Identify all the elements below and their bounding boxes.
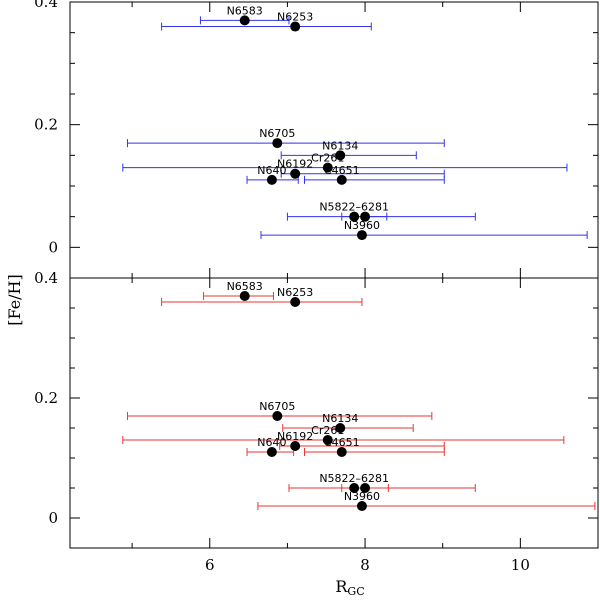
point-label-bottom-IC4651: C4651	[324, 436, 360, 449]
point-label-bottom-N6705: N6705	[259, 400, 295, 413]
point-label-bottom-N6253: N6253	[277, 286, 313, 299]
y-tick-label-bottom-0.2: 0.2	[34, 389, 58, 407]
point-label-top-IC4651: C4651	[324, 164, 360, 177]
point-top-N5822	[349, 211, 360, 222]
point-bottom-N6583	[239, 291, 250, 301]
x-tick-label-10: 10	[511, 556, 530, 574]
point-label-bottom-Cr261: Cr261	[311, 424, 344, 437]
error-bar-bottom-N6253	[161, 298, 363, 306]
y-tick-label-bottom-0: 0	[48, 509, 58, 527]
point-label-top-N6134: N6134	[322, 139, 358, 152]
point-top-N6705	[272, 138, 283, 149]
x-axis-label: RGC	[335, 577, 364, 598]
error-bar-bottom-Cr261	[122, 436, 565, 444]
point-bottom-N6134	[335, 423, 346, 433]
point-label-bottom-N6192: N6192	[277, 430, 313, 443]
point-label-top-N5822: N5822–6281	[319, 201, 389, 214]
point-label-bottom-N5822: N5822–6281	[319, 472, 389, 485]
data-points	[239, 15, 371, 511]
y-axis-label: [Fe/H]	[5, 274, 24, 326]
error-bar-top-Cr261	[122, 163, 568, 172]
point-label-top-N6192: N6192	[277, 158, 313, 171]
error-bar-top-N6253	[161, 22, 372, 31]
error-bar-bottom-N3960	[257, 502, 596, 510]
point-bottom-N6404	[266, 447, 277, 457]
point-bottom-N3960	[356, 501, 367, 511]
y-tick-label-bottom-0.4: 0.4	[34, 269, 58, 287]
error-bar-top-N6134	[280, 151, 417, 160]
y-tick-label-top-0.2: 0.2	[34, 116, 58, 134]
error-bar-top-N6705	[126, 139, 445, 148]
y-tick-label-top-0.4: 0.4	[34, 0, 58, 11]
point-bottom-N6253	[290, 297, 301, 307]
point-top-N6404	[266, 174, 277, 185]
axis-ticks: 0 0.2 0.4 6 8 10 0 0.2 0.4	[34, 0, 599, 574]
point-bottom-IC4651	[336, 447, 347, 457]
error-bar-top-N6192	[280, 169, 445, 178]
y-tick-label-top-0: 0	[48, 238, 58, 256]
point-label-bottom-N3960: N3960	[344, 490, 380, 503]
x-tick-label-6: 6	[205, 556, 215, 574]
point-top-N6583	[239, 15, 250, 26]
point-label-bottom-N6404: N640	[257, 436, 286, 449]
error-bar-bottom-IC4651	[303, 448, 445, 456]
point-bottom-N6192	[290, 441, 301, 451]
point-top-N3960	[356, 230, 367, 241]
point-label-top-N3960: N3960	[344, 219, 380, 232]
point-top-N6281	[360, 211, 371, 222]
error-bar-top-IC4651	[303, 175, 445, 184]
error-bar-top-N3960	[260, 231, 588, 240]
point-label-bottom-N6583: N6583	[227, 280, 263, 293]
point-label-top-N6705: N6705	[259, 127, 295, 140]
error-bar-bottom-N6583	[203, 292, 274, 300]
panel-bottom-frame	[69, 277, 599, 549]
point-top-N6134	[335, 150, 346, 161]
point-bottom-Cr261	[322, 435, 333, 445]
x-tick-label-8: 8	[360, 556, 370, 574]
point-label-top-Cr261: Cr261	[311, 152, 344, 165]
x-axis-label-subscript: GC	[347, 585, 364, 598]
x-axis-label-main: R	[335, 577, 348, 596]
point-top-N6192	[290, 168, 301, 179]
point-label-top-N6583: N6583	[227, 4, 263, 17]
point-label-bottom-N6134: N6134	[322, 412, 358, 425]
point-top-Cr261	[322, 162, 333, 173]
plot-frame	[69, 1, 599, 549]
point-top-N6253	[290, 21, 301, 32]
point-label-top-N6253: N6253	[277, 11, 313, 24]
error-bars	[122, 16, 596, 510]
error-bar-bottom-N6134	[282, 424, 414, 432]
point-bottom-N6281	[360, 483, 371, 493]
point-bottom-N5822	[349, 483, 360, 493]
point-label-top-N6404: N640	[257, 164, 286, 177]
point-bottom-N6705	[272, 411, 283, 421]
point-top-IC4651	[336, 174, 347, 185]
